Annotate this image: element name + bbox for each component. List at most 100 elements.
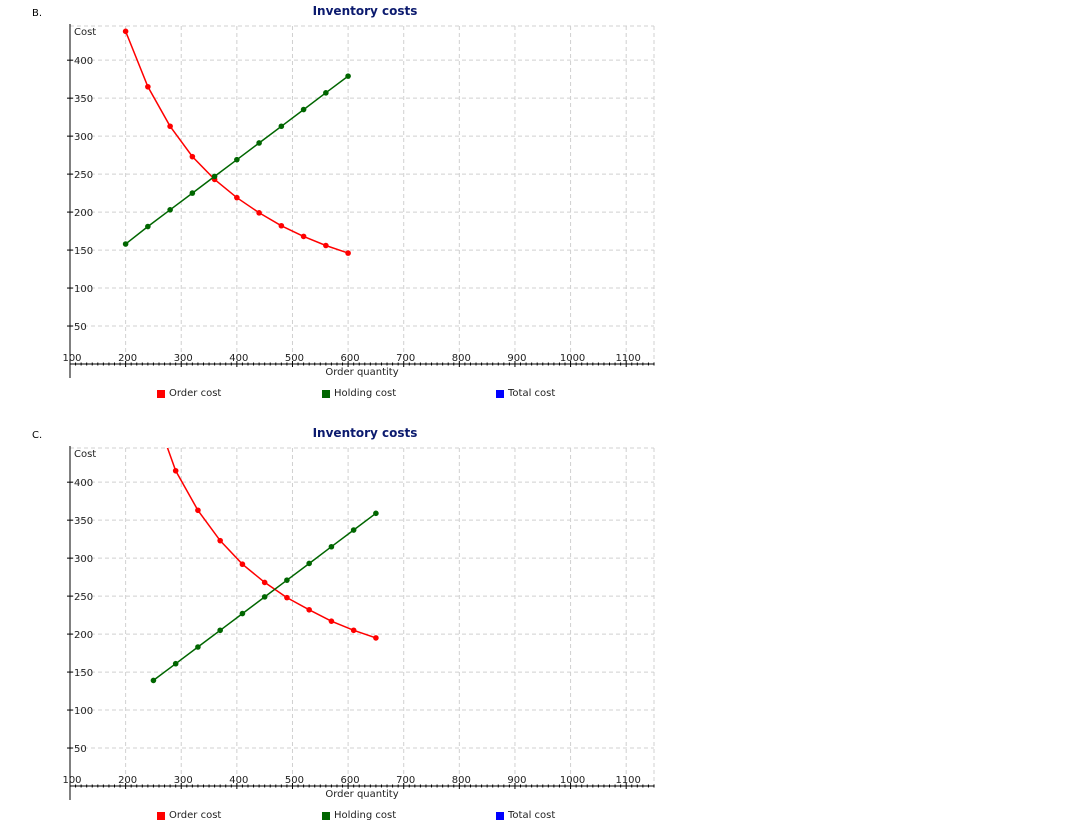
y-tick-label: 350	[74, 94, 93, 105]
y-tick-label: 350	[74, 516, 93, 527]
chart-svg: Inventory costs Cost 50 100 150 200 250 300 350 4…	[62, 4, 655, 378]
x-tick-label: 200	[118, 775, 137, 786]
data-point-holding-cost	[345, 73, 351, 79]
x-tick-label: 500	[285, 775, 304, 786]
x-axis-label: Order quantity	[325, 367, 398, 378]
data-point-holding-cost	[306, 560, 312, 567]
data-point-order-cost	[278, 222, 285, 229]
series-line-order-cost	[166, 448, 377, 639]
x-tick-label: 1000	[560, 353, 585, 364]
y-tick-label: 300	[74, 554, 93, 565]
data-point-order-cost	[195, 507, 201, 514]
x-tick-label: 700	[396, 353, 415, 364]
data-point-order-cost	[373, 635, 379, 641]
y-tick-label: 300	[74, 132, 93, 143]
y-tick-label: 100	[74, 706, 93, 717]
x-tick-label: 600	[341, 353, 360, 364]
data-point-order-cost	[234, 194, 240, 201]
panel-label: B.	[32, 8, 43, 19]
data-point-order-cost	[323, 242, 329, 249]
y-axis-label: Cost	[74, 449, 96, 460]
y-tick-label: 150	[74, 246, 93, 257]
legend-item-order-cost: Order cost	[157, 388, 221, 399]
chart-panel-b: B. Inventory costs Cost 50 100 150 200 250 300 3…	[32, 4, 655, 399]
x-axis-label: Order quantity	[325, 789, 398, 800]
data-point-order-cost	[306, 606, 312, 613]
x-tick-label: 500	[285, 353, 304, 364]
y-tick-label: 50	[74, 322, 87, 333]
data-point-order-cost	[328, 618, 335, 624]
chart-svg: Inventory costs Cost 50 100 150 200 250 300 350 4…	[62, 426, 655, 800]
data-point-holding-cost	[300, 106, 307, 113]
data-point-order-cost	[300, 233, 307, 240]
chart-title: Inventory costs	[313, 4, 418, 18]
y-tick-label: 250	[74, 592, 93, 603]
data-point-holding-cost	[195, 644, 201, 650]
data-point-holding-cost	[172, 660, 179, 667]
x-tick-label: 700	[396, 775, 415, 786]
legend-item-total-cost: Total cost	[496, 810, 555, 821]
y-tick-label: 100	[74, 284, 93, 295]
x-tick-label: 100	[62, 775, 81, 786]
x-tick-label: 100	[62, 353, 81, 364]
grid	[70, 25, 655, 364]
chart-title: Inventory costs	[313, 426, 418, 440]
data-point-order-cost	[217, 537, 223, 544]
legend-label: Holding cost	[334, 388, 397, 399]
legend-swatch-holding-cost	[322, 811, 330, 820]
data-point-holding-cost	[150, 677, 157, 684]
x-tick-label: 200	[118, 353, 137, 364]
x-tick-label: 600	[341, 775, 360, 786]
data-point-holding-cost	[256, 140, 262, 146]
data-point-order-cost	[261, 579, 268, 586]
y-tick-label: 150	[74, 668, 93, 679]
y-tick-label: 200	[74, 208, 93, 219]
data-point-holding-cost	[261, 594, 268, 600]
y-tick-label: 200	[74, 630, 93, 641]
x-tick-label: 300	[174, 775, 193, 786]
x-tick-label: 800	[452, 775, 471, 786]
data-point-holding-cost	[217, 627, 223, 634]
data-point-holding-cost	[328, 543, 335, 550]
y-axis-label: Cost	[74, 27, 96, 38]
x-tick-label: 400	[229, 353, 248, 364]
y-tick-label: 400	[74, 56, 93, 67]
y-tick-label: 50	[74, 744, 87, 755]
x-tick-label: 400	[229, 775, 248, 786]
legend-label: Total cost	[508, 388, 556, 399]
data-point-holding-cost	[284, 577, 290, 583]
data-point-order-cost	[256, 210, 262, 216]
data-point-holding-cost	[234, 156, 240, 163]
legend-swatch-holding-cost	[322, 389, 330, 398]
data-point-holding-cost	[323, 90, 329, 96]
legend-swatch-order-cost	[157, 389, 165, 398]
y-tick-label: 400	[74, 478, 93, 489]
legend-label: Order cost	[169, 388, 222, 399]
grid	[70, 447, 655, 786]
data-point-order-cost	[172, 467, 179, 474]
legend-label: Holding cost	[334, 810, 397, 821]
data-point-order-cost	[239, 561, 246, 568]
x-tick-label: 1000	[560, 775, 585, 786]
data-point-holding-cost	[145, 223, 151, 230]
legend-swatch-total-cost	[496, 811, 504, 820]
data-point-holding-cost	[167, 207, 173, 213]
legend-label: Order cost	[169, 810, 222, 821]
data-point-holding-cost	[239, 610, 246, 617]
data-point-order-cost	[122, 28, 129, 35]
plot-area	[122, 28, 351, 256]
data-point-holding-cost	[189, 190, 196, 196]
data-point-holding-cost	[350, 527, 357, 533]
data-point-holding-cost	[122, 241, 129, 247]
legend-swatch-order-cost	[157, 811, 165, 820]
legend-label: Total cost	[508, 810, 556, 821]
data-point-order-cost	[167, 123, 173, 130]
legend-item-holding-cost: Holding cost	[322, 388, 396, 399]
plot-area	[150, 448, 379, 684]
legend: Order cost Holding cost Total cost	[0, 810, 1074, 824]
data-point-order-cost	[145, 83, 151, 90]
x-tick-label: 1100	[615, 775, 640, 786]
panel-label: C.	[32, 430, 43, 441]
data-point-holding-cost	[211, 173, 218, 180]
data-point-holding-cost	[278, 123, 285, 130]
